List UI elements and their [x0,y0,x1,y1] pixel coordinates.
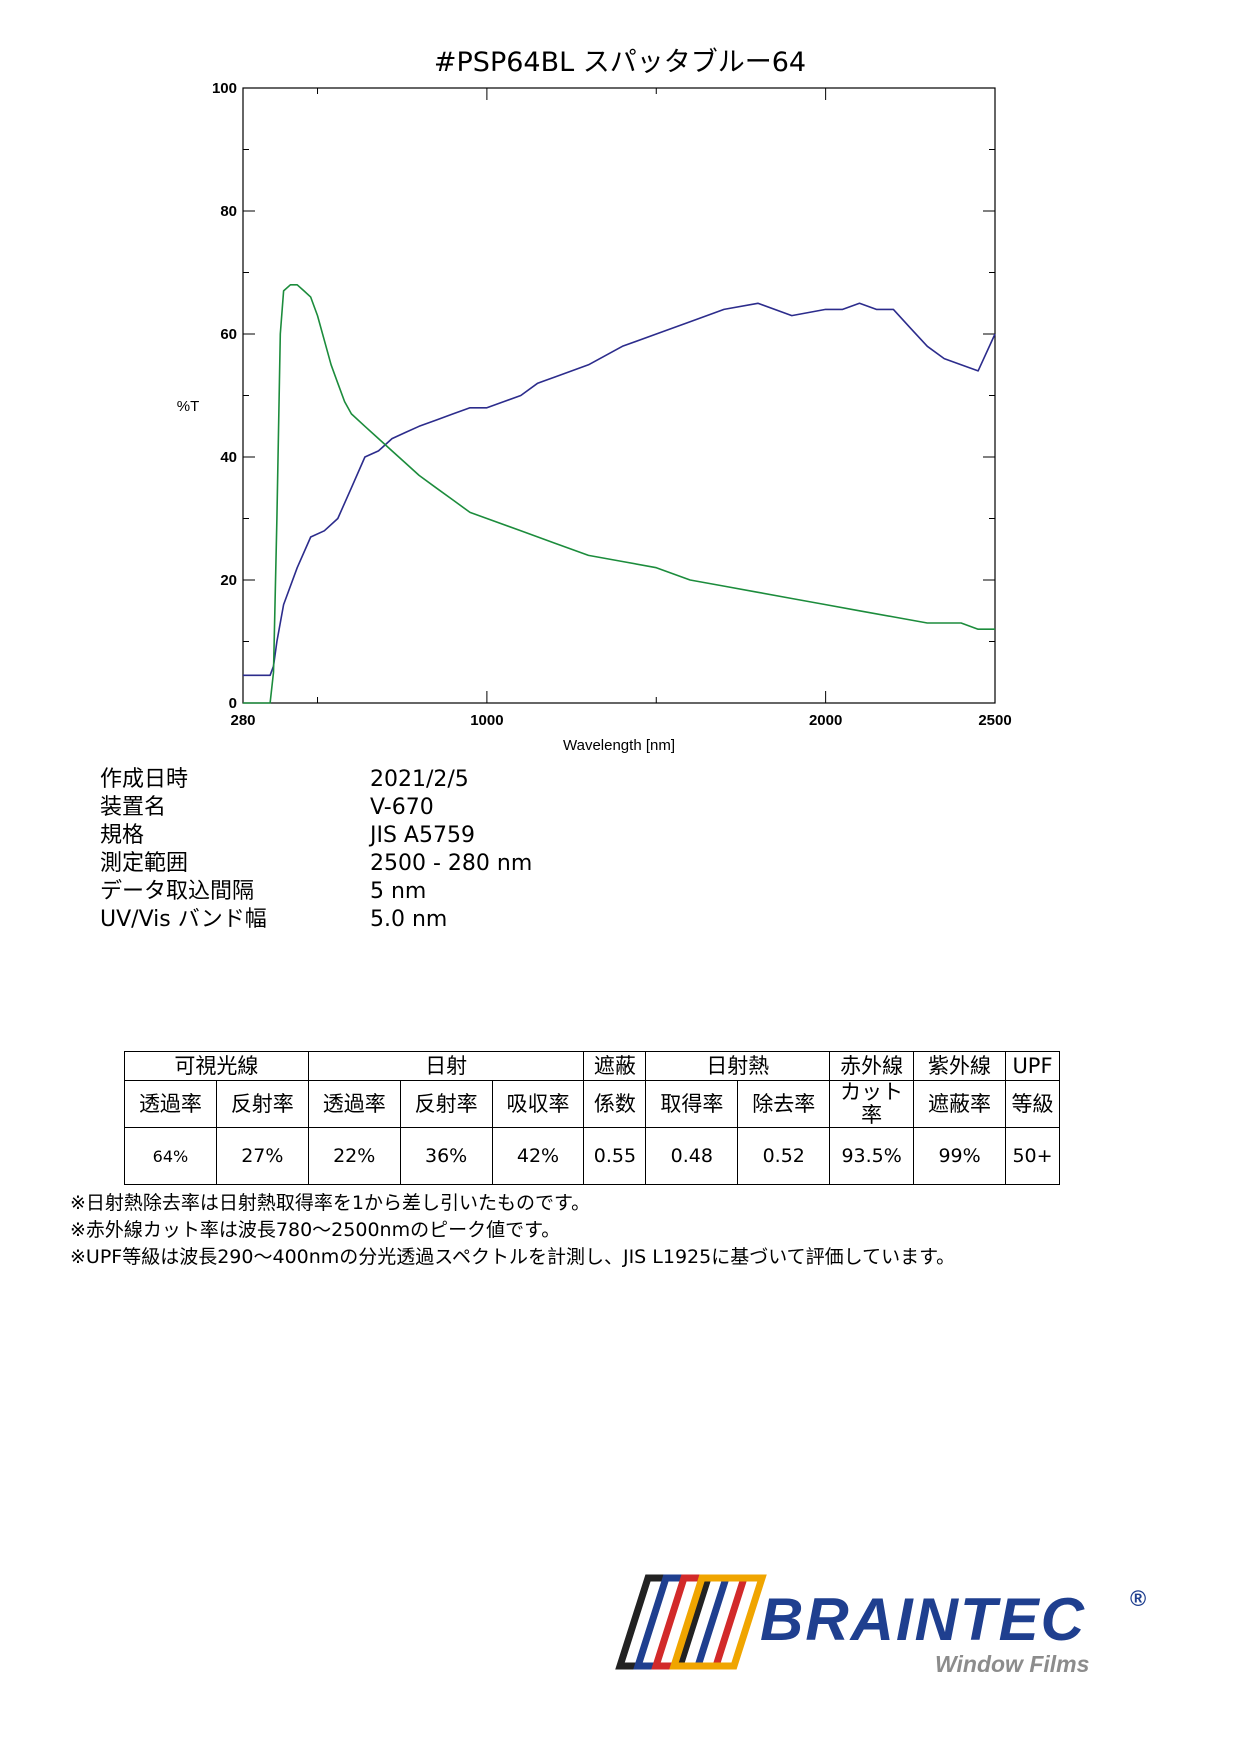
x-tick-label: 2000 [809,712,842,729]
header-upf: UPF [1005,1051,1060,1081]
value-cell: 0.52 [737,1127,831,1185]
subheader-cell: 透過率 [124,1080,217,1128]
header-solar: 日射 [307,1051,585,1081]
footnote: ※日射熱除去率は日射熱取得率を1から差し引いたものです。 [70,1192,591,1214]
table-header-row: 可視光線 日射 遮蔽 日射熱 赤外線 紫外線 UPF [124,1051,1060,1081]
value-cell: 0.48 [645,1127,739,1185]
meta-key: 測定範囲 [100,851,189,876]
x-tick-label: 1000 [470,712,503,729]
y-axis-label: %T [177,398,200,415]
logo-wordmark: BRAINTEC [760,1586,1086,1653]
y-tick-label: 80 [220,203,237,220]
meta-value: 2500 - 280 nm [370,851,533,876]
meta-row: データ取込間隔 5 nm [100,878,532,906]
value-cell: 42% [491,1127,585,1185]
meta-key: 装置名 [100,795,167,820]
braintec-logo: BRAINTEC ® Window Films [615,1574,1146,1677]
meta-value: 5.0 nm [370,907,448,932]
subheader-cell: 反射率 [215,1080,309,1128]
meta-key: データ取込間隔 [100,879,255,904]
subheader-cell: 吸収率 [491,1080,585,1128]
header-ultraviolet: 紫外線 [913,1051,1006,1081]
meta-key: UV/Vis バンド幅 [100,907,267,932]
subheader-cell: 取得率 [645,1080,739,1128]
meta-value: JIS A5759 [370,823,475,848]
transmittance-chart: 0 20 40 60 80 100 280 1000 2000 2500 Wavelength [… [177,80,1012,754]
logo-frames-icon [615,1574,767,1670]
header-shading: 遮蔽 [583,1051,647,1081]
value-cell: 99% [913,1127,1006,1185]
subheader-cell: 反射率 [399,1080,493,1128]
performance-table: 可視光線 日射 遮蔽 日射熱 赤外線 紫外線 UPF 透過率 反射率 透過率 反… [124,1051,1060,1185]
meta-value: 5 nm [370,879,427,904]
table-subheader-row: 透過率 反射率 透過率 反射率 吸収率 係数 取得率 除去率 カット率 遮蔽率 … [124,1080,1060,1128]
measurement-info: 作成日時 2021/2/5 装置名 V-670 規格 JIS A5759 測定範囲 25… [100,766,532,934]
meta-row: 装置名 V-670 [100,794,532,822]
meta-value: V-670 [370,795,434,820]
header-visible-light: 可視光線 [124,1051,309,1081]
chart-axes: 0 20 40 60 80 100 280 1000 2000 2500 [212,80,1012,729]
subheader-cell: 除去率 [737,1080,831,1128]
meta-row: 測定範囲 2500 - 280 nm [100,850,532,878]
value-cell: 27% [215,1127,309,1185]
subheader-cell: 係数 [583,1080,647,1128]
y-tick-label: 60 [220,326,237,343]
series-line-1 [243,302,996,677]
x-axis-label: Wavelength [nm] [563,737,675,754]
meta-value: 2021/2/5 [370,767,469,792]
subheader-cell: 透過率 [307,1080,401,1128]
footnote: ※UPF等級は波長290～400nmの分光透過スペクトルを計測し、JIS L19… [70,1246,956,1268]
y-tick-label: 20 [220,572,237,589]
value-cell: 36% [399,1127,493,1185]
footnotes: ※日射熱除去率は日射熱取得率を1から差し引いたものです。 ※赤外線カット率は波長… [70,1190,955,1271]
table-values-row: 64% 27% 22% 36% 42% 0.55 0.48 0.52 93.5%… [124,1127,1060,1185]
value-cell: 0.55 [583,1127,647,1185]
chart-series [243,284,996,704]
value-cell: 64% [124,1127,217,1185]
y-tick-label: 0 [229,695,237,712]
meta-row: 規格 JIS A5759 [100,822,532,850]
meta-row: UV/Vis バンド幅 5.0 nm [100,906,532,934]
logo-frame-shape [669,1574,767,1670]
logo-registered-mark: ® [1130,1586,1146,1611]
series-line-2 [243,284,995,704]
logo-subtitle: Window Films [935,1651,1089,1677]
x-tick-label: 280 [230,712,255,729]
meta-key: 作成日時 [100,767,189,792]
subheader-cell: 遮蔽率 [913,1080,1006,1128]
value-cell: 50+ [1005,1127,1060,1185]
chart-title: #PSP64BL スパッタブルー64 [433,47,807,78]
header-infrared: 赤外線 [829,1051,915,1081]
meta-key: 規格 [100,823,145,848]
y-tick-label: 40 [220,449,237,466]
subheader-cell: 等級 [1005,1080,1060,1128]
plot-frame [242,87,996,704]
value-cell: 22% [307,1127,401,1185]
footnote: ※赤外線カット率は波長780～2500nmのピーク値です。 [70,1219,561,1241]
x-tick-label: 2500 [978,712,1011,729]
header-solar-heat: 日射熱 [645,1051,831,1081]
y-tick-label: 100 [212,80,237,97]
value-cell: 93.5% [829,1127,915,1185]
meta-row: 作成日時 2021/2/5 [100,766,532,794]
subheader-cell: カット率 [829,1080,915,1128]
